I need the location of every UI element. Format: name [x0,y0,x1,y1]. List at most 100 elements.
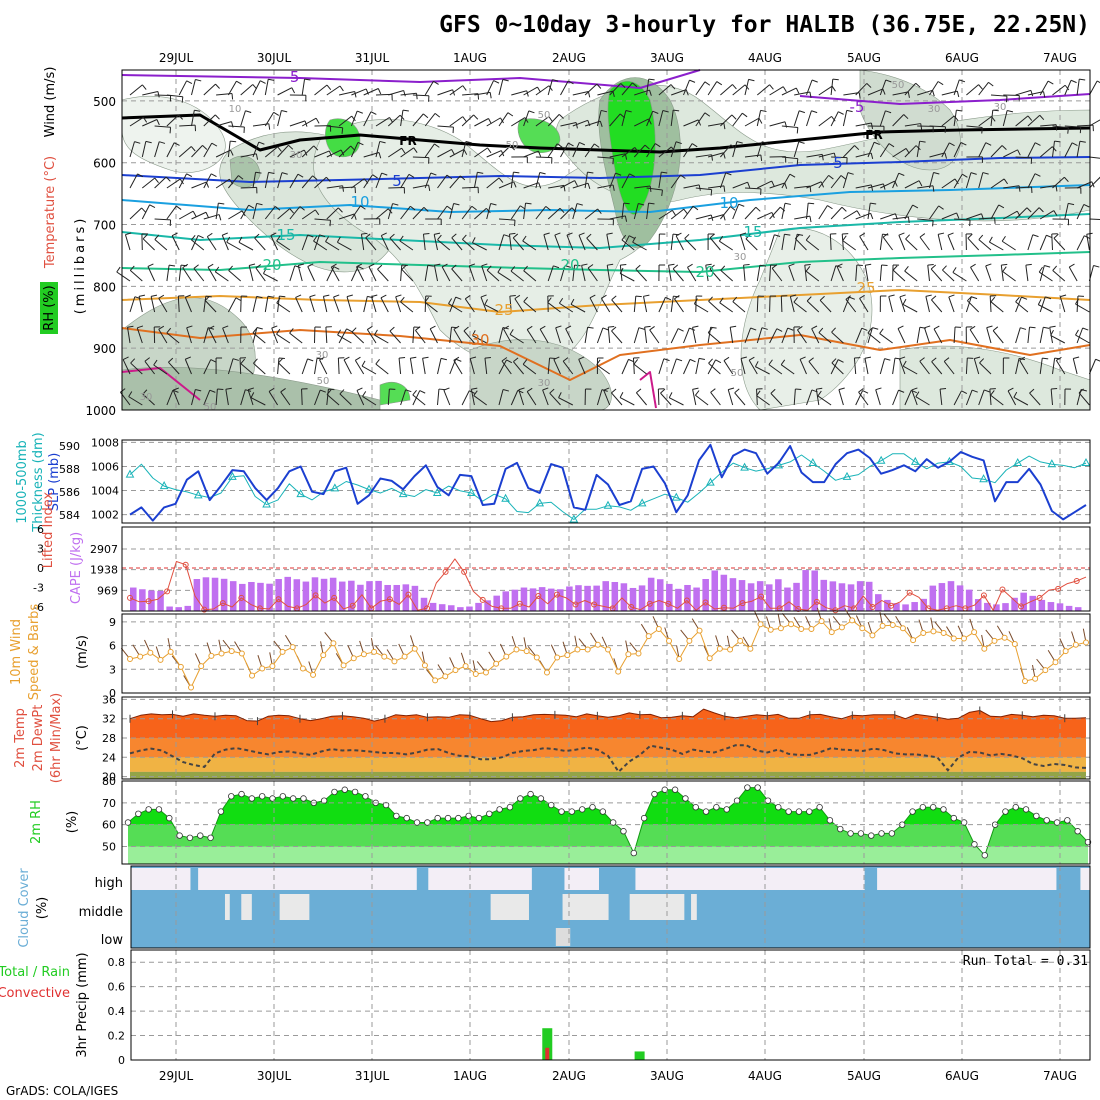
rh-point [806,808,813,815]
wind-barb-flag [575,122,578,129]
wind-barb-flag [509,232,516,235]
wind-barb-flag [503,325,510,330]
wind-barb-staff [732,112,743,127]
wind-barb-staff [514,298,525,313]
wind-barb-flag [756,390,761,396]
wind-barb-staff [472,242,487,251]
wind-barb-staff [1052,176,1065,189]
wind-barb-staff [424,81,434,96]
wind-barb-staff [898,235,906,251]
rh-blob [740,227,873,411]
wind-barb-flag [236,80,242,85]
wind-barb-flag [905,234,911,240]
wind-barb-staff [781,173,791,189]
wind-barb-staff [898,358,906,375]
wind-barb-flag [1001,235,1006,242]
isotherm-label: 5 [392,172,402,190]
wind-barb-staff [719,172,727,189]
wind-barb-staff [789,296,795,313]
wind-barb-flag [872,327,879,330]
wind-barb-flag [723,214,726,221]
cape-bar [266,583,273,611]
wind-barb-flag [665,296,672,301]
wind-speed-point [859,625,866,632]
wind-barb-flag [528,110,535,114]
wind-barb-flag [307,263,314,267]
temp-band [130,757,1086,772]
rh-point [217,808,225,815]
wind-barb-staff [756,110,762,127]
wind-barb-flag [333,266,340,270]
wind-barb-staff [707,214,724,220]
wind-barb-staff [388,90,404,96]
wind-barb-flag [677,328,684,332]
wind-barb-staff [255,267,266,282]
slp-line [129,443,1087,522]
rh-legend-swatch [40,282,58,334]
thickness-point [842,471,852,480]
rh-point [795,808,803,815]
wind-barb-flag [319,234,326,238]
wind-barb-flag [761,327,768,330]
wind-barb-flag [692,205,699,211]
wind-barb-flag [127,325,134,328]
wind-barb-flag [732,296,738,302]
wind-barb-flag [594,143,600,148]
wind-barb-flag [797,326,803,331]
wind-barb-staff [136,327,143,344]
wind-barb-staff [535,172,541,189]
rh-point [671,786,679,793]
wind-barb-staff [707,81,718,96]
wind-barb-staff [166,178,181,189]
wind-barb-staff [486,203,492,220]
wind-barb-staff [184,359,192,375]
wind-barb-flag [831,85,836,92]
slp-tick-label: 1004 [91,485,119,498]
wind-barb-staff [1052,125,1069,129]
wind-barb-staff [818,152,835,158]
wind-barb-flag [769,84,774,90]
wind-barb-staff [547,207,561,220]
wind-barb-staff [472,335,487,344]
wind-barb-staff [203,114,216,127]
wind-barb-staff [740,358,746,375]
wind-barb-staff [670,234,674,251]
li-point [683,597,690,604]
wind-barb-staff [400,265,403,282]
wind-barb-staff [1002,271,1016,282]
wind-barb-flag [715,359,722,364]
precip-tick-label: 0.6 [108,981,126,994]
cape-bar [829,581,837,611]
wind-barb-staff [412,156,429,159]
thickness-point [330,483,340,492]
wind-barb-flag [615,172,622,176]
wind-barb-flag [173,387,180,391]
thickness-point [876,455,886,464]
wind-barb-flag [755,206,761,212]
isotherm-label: 25 [494,301,513,319]
wind-barb-flag [455,296,462,300]
wind-barb-flag [942,265,947,271]
wind-barb-staff [280,391,291,406]
wind-barb-staff [658,84,672,96]
wind-barb-staff [879,79,887,96]
wind-barb-staff [437,89,453,96]
wind-barb-flag [1042,357,1049,360]
wind-barb-flag [740,232,747,236]
rh-point [589,804,596,811]
wind-barb-flag [539,325,546,330]
wind-barb-flag [628,358,635,363]
wind-barb-staff [621,203,625,220]
wind-barb-flag [558,114,564,119]
wind-barb-flag [858,92,861,99]
wind-barb-flag [730,206,736,211]
wind-barb-staff [129,116,144,127]
wind-barb-flag [1021,296,1028,300]
wind-barb-staff [338,328,347,344]
wind-barb-flag [222,325,229,329]
wind-barb-flag [207,327,215,330]
wind-barb-flag [498,177,504,183]
wind-barb-staff [781,87,797,96]
wind-barb-staff [350,205,361,220]
cape-bar [1038,599,1046,611]
